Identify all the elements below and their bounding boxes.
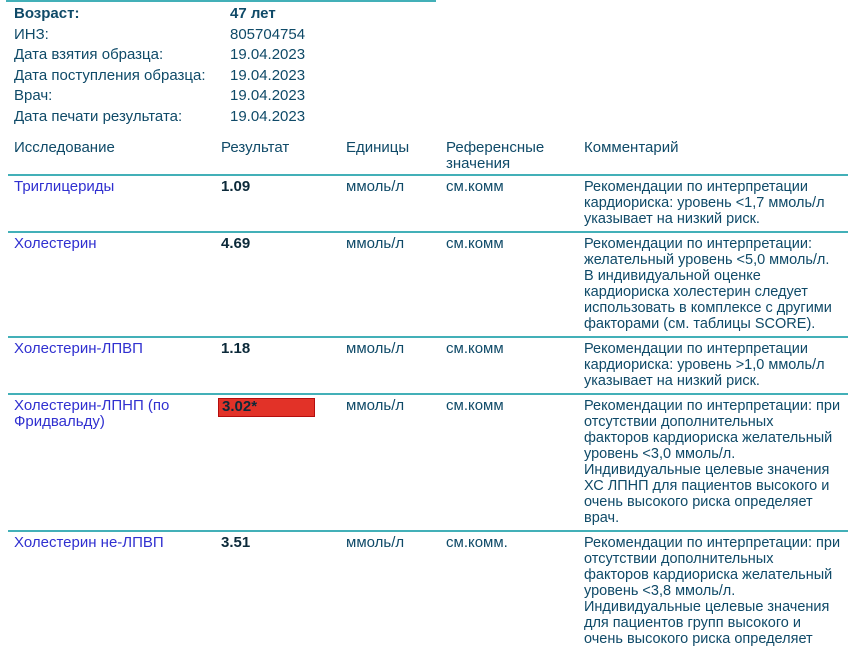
info-value-inz: 805704754 [230, 25, 306, 43]
header-cell-comment: Комментарий [584, 139, 679, 156]
info-value-doctor: 19.04.2023 [230, 87, 306, 104]
units-cell: ммоль/л [346, 397, 405, 414]
reference-cell: см.комм [446, 340, 504, 357]
reference-cell: см.комм [446, 235, 504, 252]
info-value-sample-taken: 19.04.2023 [230, 46, 306, 63]
patient-info-row: Дата поступления образца: 19.04.2023 [14, 66, 436, 87]
info-label-inz: ИНЗ: [14, 25, 49, 43]
table-row-hdl: Холестерин-ЛПВП 1.18 ммоль/л см.комм Рек… [8, 338, 848, 395]
units-cell: ммоль/л [346, 178, 405, 195]
header-cell-reference: Референсные значения [446, 139, 545, 172]
comment-cell: Рекомендации по интерпретации: при отсут… [584, 535, 841, 646]
patient-info-row: Врач: 19.04.2023 [14, 86, 436, 107]
table-row-non-hdl: Холестерин не-ЛПВП 3.51 ммоль/л см.комм.… [8, 532, 848, 646]
result-value: 1.18 [221, 340, 251, 357]
patient-info-row: Возраст: 47 лет [14, 4, 436, 25]
table-row-cholesterol: Холестерин 4.69 ммоль/л см.комм Рекоменд… [8, 233, 848, 338]
patient-info-row: ИНЗ: 805704754 [14, 25, 436, 46]
result-value: 3.51 [221, 534, 251, 551]
table-row-ldl: Холестерин-ЛПНП (по Фридвальду) 3.02* мм… [8, 395, 848, 532]
result-value: 4.69 [221, 235, 251, 252]
results-table: Исследование Результат Единицы Референсн… [8, 136, 848, 646]
units-cell: ммоль/л [346, 340, 405, 357]
test-name-link[interactable]: Триглицериды [14, 178, 115, 195]
patient-info-section: Возраст: 47 лет ИНЗ: 805704754 Дата взят… [6, 0, 436, 127]
patient-info-row: Дата печати результата: 19.04.2023 [14, 107, 436, 128]
result-value: 1.09 [221, 178, 251, 195]
info-value-age: 47 лет [230, 5, 276, 22]
test-name-link[interactable]: Холестерин-ЛПНП (по Фридвальду) [14, 397, 170, 430]
reference-cell: см.комм. [446, 534, 508, 551]
info-label-age: Возраст: [14, 5, 80, 22]
info-label-sample-taken: Дата взятия образца: [14, 46, 164, 63]
test-name-link[interactable]: Холестерин-ЛПВП [14, 340, 143, 357]
units-cell: ммоль/л [346, 534, 405, 551]
test-name-link[interactable]: Холестерин [14, 235, 97, 252]
table-row-triglycerides: Триглицериды 1.09 ммоль/л см.комм Рекоме… [8, 176, 848, 233]
patient-info-row: Дата взятия образца: 19.04.2023 [14, 45, 436, 66]
header-cell-units: Единицы [346, 139, 410, 156]
result-value-flagged: 3.02* [218, 398, 315, 417]
info-value-sample-received: 19.04.2023 [230, 66, 306, 84]
comment-cell: Рекомендации по интерпретации: при отсут… [584, 398, 841, 526]
header-cell-test: Исследование [14, 139, 115, 156]
info-label-doctor: Врач: [14, 87, 53, 104]
header-cell-result: Результат [221, 139, 290, 156]
table-header-row: Исследование Результат Единицы Референсн… [8, 136, 848, 176]
comment-cell: Рекомендации по интерпретации: желательн… [584, 236, 832, 332]
comment-cell: Рекомендации по интерпретации кардиориск… [584, 341, 825, 389]
reference-cell: см.комм [446, 397, 504, 414]
comment-cell: Рекомендации по интерпретации кардиориск… [584, 179, 825, 227]
info-value-print-date: 19.04.2023 [230, 107, 306, 125]
units-cell: ммоль/л [346, 235, 405, 252]
test-name-link[interactable]: Холестерин не-ЛПВП [14, 534, 164, 551]
info-label-sample-received: Дата поступления образца: [14, 66, 206, 84]
info-label-print-date: Дата печати результата: [14, 107, 183, 125]
reference-cell: см.комм [446, 178, 504, 195]
